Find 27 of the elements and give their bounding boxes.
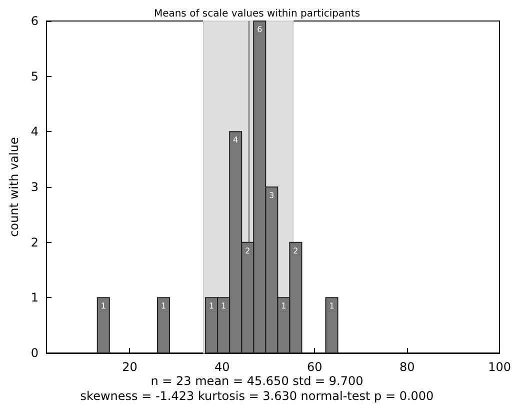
text: n = 23 mean = 45.650 std = 9.700: [150, 374, 364, 388]
data-label: 1: [100, 302, 106, 311]
y-tick-label: 2: [30, 235, 39, 250]
data-label: 1: [281, 302, 286, 311]
y-tick-label: 3: [30, 180, 39, 194]
y-tick-label: 0: [30, 346, 39, 360]
data-label: 1: [160, 302, 166, 311]
chart-title: Means of scale values within participants: [154, 8, 360, 20]
data-label: 1: [209, 302, 214, 311]
x-tick-label: 20: [122, 360, 138, 374]
data-label: 6: [257, 25, 262, 34]
y-axis-title: count with value: [7, 137, 21, 237]
y-tick-label: 5: [30, 69, 39, 84]
x-tick-label: 80: [399, 360, 415, 374]
text: skewness = -1.423 kurtosis = 3.630 normal-test p = 0.000: [80, 389, 434, 403]
x-tick-label: 100: [488, 360, 511, 374]
x-tick-label: 40: [214, 360, 230, 374]
data-label: 1: [221, 302, 226, 311]
y-tick-label: 4: [30, 124, 39, 139]
data-label: 2: [245, 246, 250, 256]
x-tick-label: 60: [307, 360, 322, 374]
y-tick-label: 1: [30, 290, 39, 305]
data-label: 1: [329, 302, 334, 311]
data-label: 3: [269, 191, 274, 200]
y-tick-label: 6: [30, 14, 39, 28]
data-label: 2: [293, 246, 298, 256]
data-label: 4: [233, 136, 238, 145]
